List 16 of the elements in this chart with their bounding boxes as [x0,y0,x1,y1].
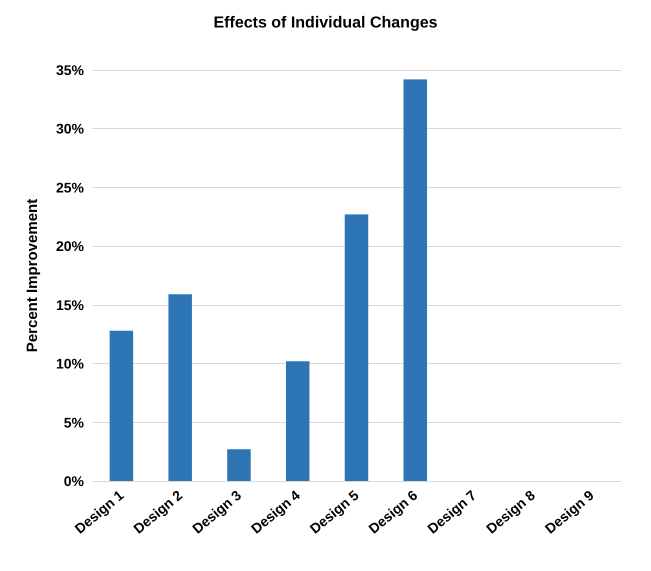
bar [110,330,134,481]
y-tick-label: 10% [56,356,85,372]
chart-title: Effects of Individual Changes [213,14,438,32]
y-tick-label: 15% [56,296,85,313]
y-axis-title: Percent Improvement [24,198,41,352]
y-tick-label: 20% [56,238,85,254]
y-tick-label: 30% [56,120,85,137]
y-tick-label: 0% [64,473,85,489]
bar [286,361,310,481]
bar [227,449,251,481]
y-tick-label: 25% [56,179,85,196]
bar [404,79,428,481]
y-tick-label: 35% [56,62,85,78]
y-tick-label: 5% [64,414,85,430]
bar [344,214,368,481]
bar [168,294,192,481]
